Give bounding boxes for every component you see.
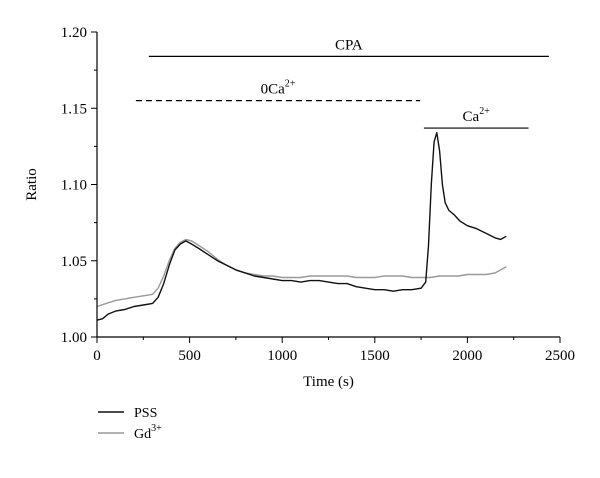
- legend-label-gd: Gd3+: [134, 423, 162, 442]
- y-tick-label: 1.10: [61, 178, 87, 194]
- label-base: 0Ca: [261, 82, 286, 98]
- legend: PSS Gd3+: [98, 406, 162, 442]
- series-line-pss: [96, 132, 507, 321]
- ca-label: Ca2+: [463, 106, 491, 125]
- label-base: Gd: [134, 427, 151, 442]
- x-tick-label: 0: [93, 348, 101, 364]
- plot-lines: [96, 132, 507, 321]
- x-tick-label: 1000: [267, 348, 297, 364]
- label-base: Ca: [463, 109, 480, 125]
- x-tick-label: 2000: [452, 348, 482, 364]
- axes: 0 500 1000 1500 2000 2500 1.00 1.05 1.10 1.15 1.20: [61, 25, 575, 364]
- x-tick-label: 2500: [545, 348, 575, 364]
- x-axis-title: Time (s): [303, 374, 354, 390]
- y-axis-title: Ratio: [24, 168, 40, 201]
- x-tick-label: 500: [178, 348, 201, 364]
- y-tick-label: 1.00: [61, 330, 87, 346]
- cpa-label: CPA: [335, 37, 363, 53]
- y-tick-label: 1.15: [61, 101, 87, 117]
- label-base: PSS: [134, 406, 157, 421]
- series-line-gd: [96, 238, 507, 308]
- zero-ca-label: 0Ca2+: [261, 79, 296, 98]
- legend-label-pss: PSS: [134, 406, 157, 421]
- label-superscript: 2+: [479, 106, 490, 117]
- label-superscript: 3+: [151, 423, 162, 434]
- y-tick-label: 1.20: [61, 25, 87, 41]
- x-tick-label: 1500: [360, 348, 390, 364]
- label-superscript: 2+: [285, 79, 296, 90]
- y-tick-label: 1.05: [61, 254, 87, 270]
